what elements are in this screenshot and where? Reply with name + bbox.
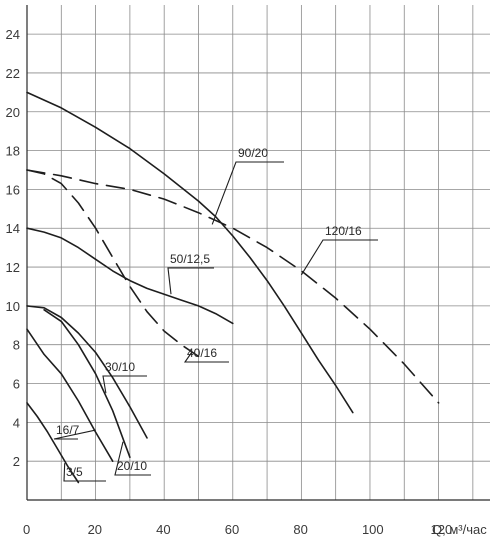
y-tick-label: 4 bbox=[13, 415, 20, 430]
series-line-20-10 bbox=[43, 309, 131, 459]
series-line-50-12-5 bbox=[26, 227, 234, 325]
y-tick-label: 18 bbox=[6, 144, 20, 159]
series-line-120-16 bbox=[26, 169, 440, 404]
y-tick-label: 22 bbox=[6, 66, 20, 81]
annotation-label-3-5: 3/5 bbox=[66, 465, 83, 479]
y-tick-label: 2 bbox=[13, 454, 20, 469]
curves bbox=[26, 91, 440, 484]
x-tick-label: 100 bbox=[362, 522, 384, 537]
y-tick-label: 20 bbox=[6, 105, 20, 120]
axes bbox=[26, 5, 490, 501]
y-tick-label: 8 bbox=[13, 338, 20, 353]
x-tick-label: 120 bbox=[431, 522, 453, 537]
annotation-label-16-7: 16/7 bbox=[56, 423, 80, 437]
x-tick-labels: 0 20 40 60 80 100 120 bbox=[23, 522, 452, 537]
annotation-label-20-10: 20/10 bbox=[117, 459, 147, 473]
y-tick-label: 6 bbox=[13, 377, 20, 392]
annotation-label-90-20: 90/20 bbox=[238, 146, 268, 160]
series-line-3-5 bbox=[26, 402, 80, 484]
annotation-leader-50-12-5 bbox=[167, 267, 214, 295]
x-tick-label: 20 bbox=[88, 522, 102, 537]
annotation-label-40-16: 40/16 bbox=[187, 346, 217, 360]
annotation-leader-40-16 bbox=[183, 352, 229, 363]
series-line-16-7 bbox=[26, 328, 114, 462]
series-line-30-10 bbox=[26, 305, 148, 439]
series-line-90-20 bbox=[26, 91, 354, 414]
x-axis-label: Q, м³/час bbox=[432, 522, 487, 537]
y-tick-label: 14 bbox=[6, 221, 20, 236]
annotation-label-50-12-5: 50/12,5 bbox=[170, 252, 210, 266]
annotation-label-120-16: 120/16 bbox=[325, 224, 362, 238]
x-tick-label: 0 bbox=[23, 522, 30, 537]
annotation-leader-16-7 bbox=[53, 429, 96, 440]
x-tick-label: 40 bbox=[156, 522, 170, 537]
annotation-leader-20-10 bbox=[114, 441, 151, 476]
annotation-label-30-10: 30/10 bbox=[105, 360, 135, 374]
annotation-leader-120-16 bbox=[300, 239, 378, 276]
series-line-40-16 bbox=[26, 169, 200, 358]
y-tick-label: 24 bbox=[6, 27, 20, 42]
curve-annotations: 90/20 120/16 50/12,5 40/16 30/10 20/10 16/7 3/5 bbox=[53, 146, 378, 482]
annotation-leader-3-5 bbox=[63, 463, 106, 482]
annotation-leader-90-20 bbox=[211, 161, 284, 225]
x-tick-label: 80 bbox=[293, 522, 307, 537]
y-tick-label: 12 bbox=[6, 260, 20, 275]
x-tick-label: 60 bbox=[225, 522, 239, 537]
annotation-leader-30-10 bbox=[102, 375, 147, 394]
grid bbox=[27, 5, 490, 500]
y-tick-label: 16 bbox=[6, 182, 20, 197]
y-tick-label: 10 bbox=[6, 299, 20, 314]
